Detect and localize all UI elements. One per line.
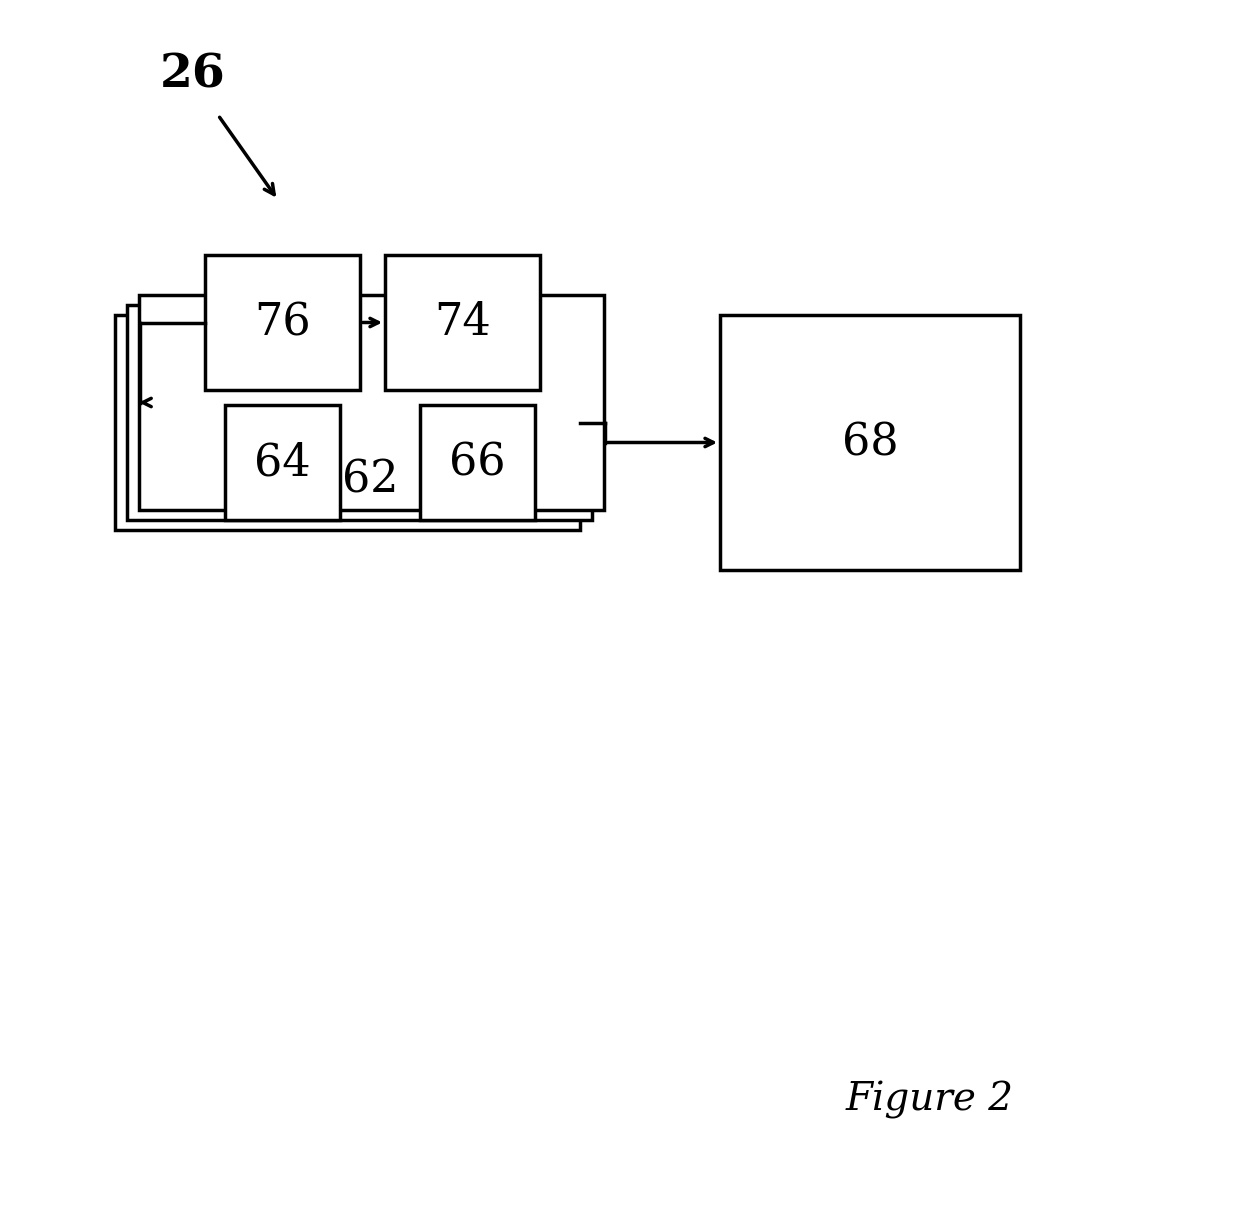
Text: 62: 62: [342, 458, 398, 502]
Text: Figure 2: Figure 2: [846, 1081, 1014, 1118]
Text: 66: 66: [449, 441, 506, 484]
Text: 76: 76: [254, 300, 311, 344]
Bar: [139, 295, 604, 510]
Text: 68: 68: [842, 421, 898, 464]
Text: 74: 74: [434, 300, 491, 344]
Bar: [224, 405, 340, 520]
Bar: [384, 255, 539, 389]
Bar: [126, 305, 591, 520]
Text: 26: 26: [160, 53, 226, 98]
Bar: [420, 405, 534, 520]
Text: 64: 64: [254, 441, 311, 484]
Bar: [115, 315, 580, 530]
Bar: [720, 315, 1021, 570]
Bar: [205, 255, 360, 389]
